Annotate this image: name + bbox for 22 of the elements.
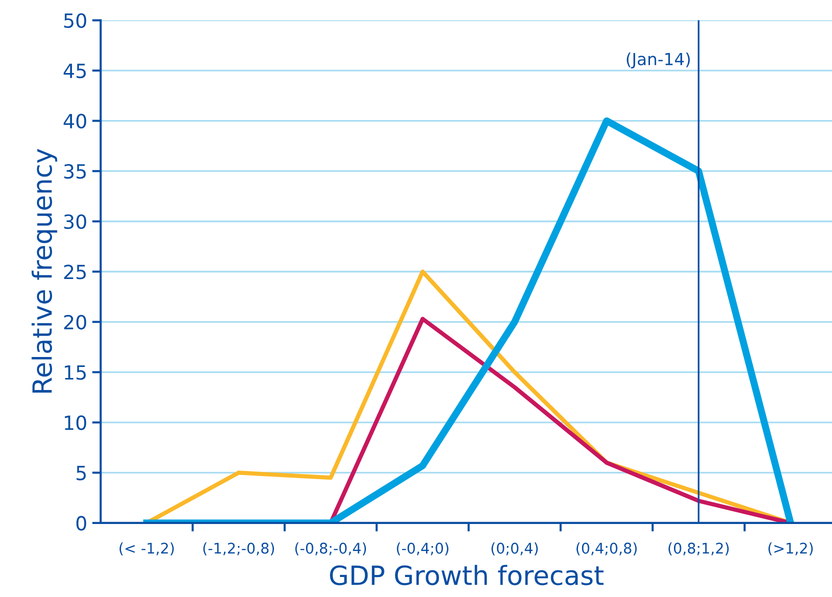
ref-line-label: (Jan-14)	[626, 52, 690, 68]
x-tick-label: (>1,2)	[768, 542, 813, 556]
y-tick-label: 50	[64, 13, 86, 28]
y-tick-label: 40	[64, 114, 86, 128]
x-tick-label: (< -1,2)	[120, 542, 174, 556]
x-tick-label: (0,8;1,2)	[668, 542, 729, 556]
x-tick-label: (-1,2;-0,8)	[203, 542, 274, 556]
y-axis-title: Relative frequency	[32, 148, 58, 393]
x-tick-label: (-0,4;0)	[396, 542, 448, 556]
y-tick-label: 25	[64, 264, 86, 280]
x-tick-label: (0,4;0,8)	[576, 542, 637, 556]
x-axis-title: GDP Growth forecast	[330, 564, 604, 586]
y-tick-label: 0	[76, 516, 86, 531]
x-tick-label: (0;0,4)	[492, 542, 538, 556]
y-tick-label: 30	[64, 214, 86, 230]
y-tick-label: 10	[64, 415, 86, 430]
y-tick-label: 20	[64, 314, 86, 330]
y-tick-label: 35	[64, 164, 86, 179]
y-tick-label: 45	[64, 64, 86, 78]
y-tick-label: 15	[64, 365, 86, 380]
x-tick-label: (-0,8;-0,4)	[295, 542, 366, 556]
y-tick-label: 5	[76, 466, 86, 480]
